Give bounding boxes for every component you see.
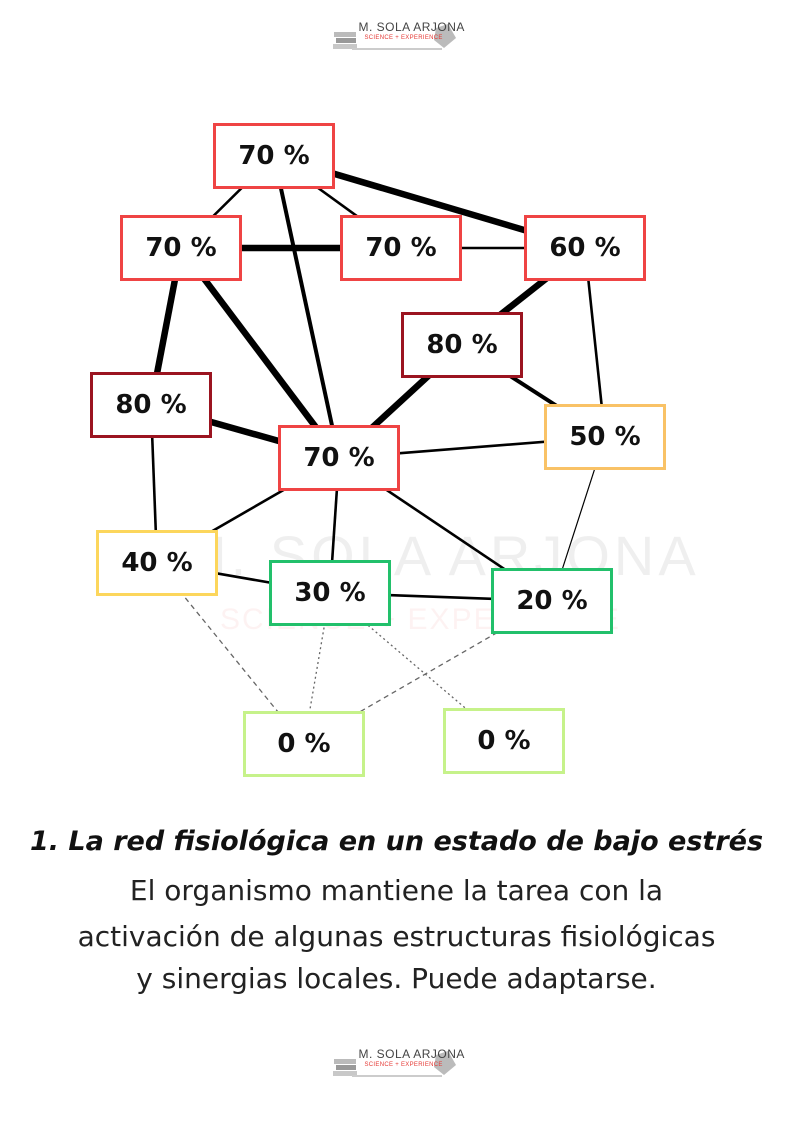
node-70-upper-left: 70 %: [120, 215, 242, 281]
caption-line-2: activación de algunas estructuras fisiol…: [77, 920, 716, 953]
logo-tagline: SCIENCE + EXPERIENCE: [364, 35, 443, 41]
node-70-top: 70 %: [213, 123, 335, 189]
books-glasses-icon: [332, 24, 456, 50]
logo-tagline: SCIENCE + EXPERIENCE: [364, 1062, 443, 1068]
node-70-upper-center: 70 %: [340, 215, 462, 281]
node-80-mid-left: 80 %: [90, 372, 212, 438]
node-50-right: 50 %: [544, 404, 666, 470]
node-70-center: 70 %: [278, 425, 400, 491]
node-0-bottom-right: 0 %: [443, 708, 565, 774]
node-30-lower-center: 30 %: [269, 560, 391, 626]
node-20-lower-right: 20 %: [491, 568, 613, 634]
caption-line-1: El organismo mantiene la tarea con la: [129, 874, 664, 907]
edge-n2-n7: [178, 246, 342, 460]
node-60-upper-right: 60 %: [524, 215, 646, 281]
caption-title: 1. La red fisiológica en un estado de ba…: [29, 826, 764, 857]
edge-n1-n7: [272, 155, 341, 459]
logo-bottom: M. SOLA ARJONA SCIENCE + EXPERIENCE: [332, 1045, 465, 1083]
caption-line-3: y sinergias locales. Puede adaptarse.: [136, 962, 657, 995]
node-0-bottom-left: 0 %: [243, 711, 365, 777]
logo-name: M. SOLA ARJONA: [358, 20, 465, 34]
books-glasses-icon: [332, 1051, 456, 1077]
logo-name: M. SOLA ARJONA: [358, 1047, 465, 1061]
logo-top: M. SOLA ARJONA SCIENCE + EXPERIENCE: [332, 18, 465, 56]
node-80-mid-right: 80 %: [401, 312, 523, 378]
node-40-left: 40 %: [96, 530, 218, 596]
